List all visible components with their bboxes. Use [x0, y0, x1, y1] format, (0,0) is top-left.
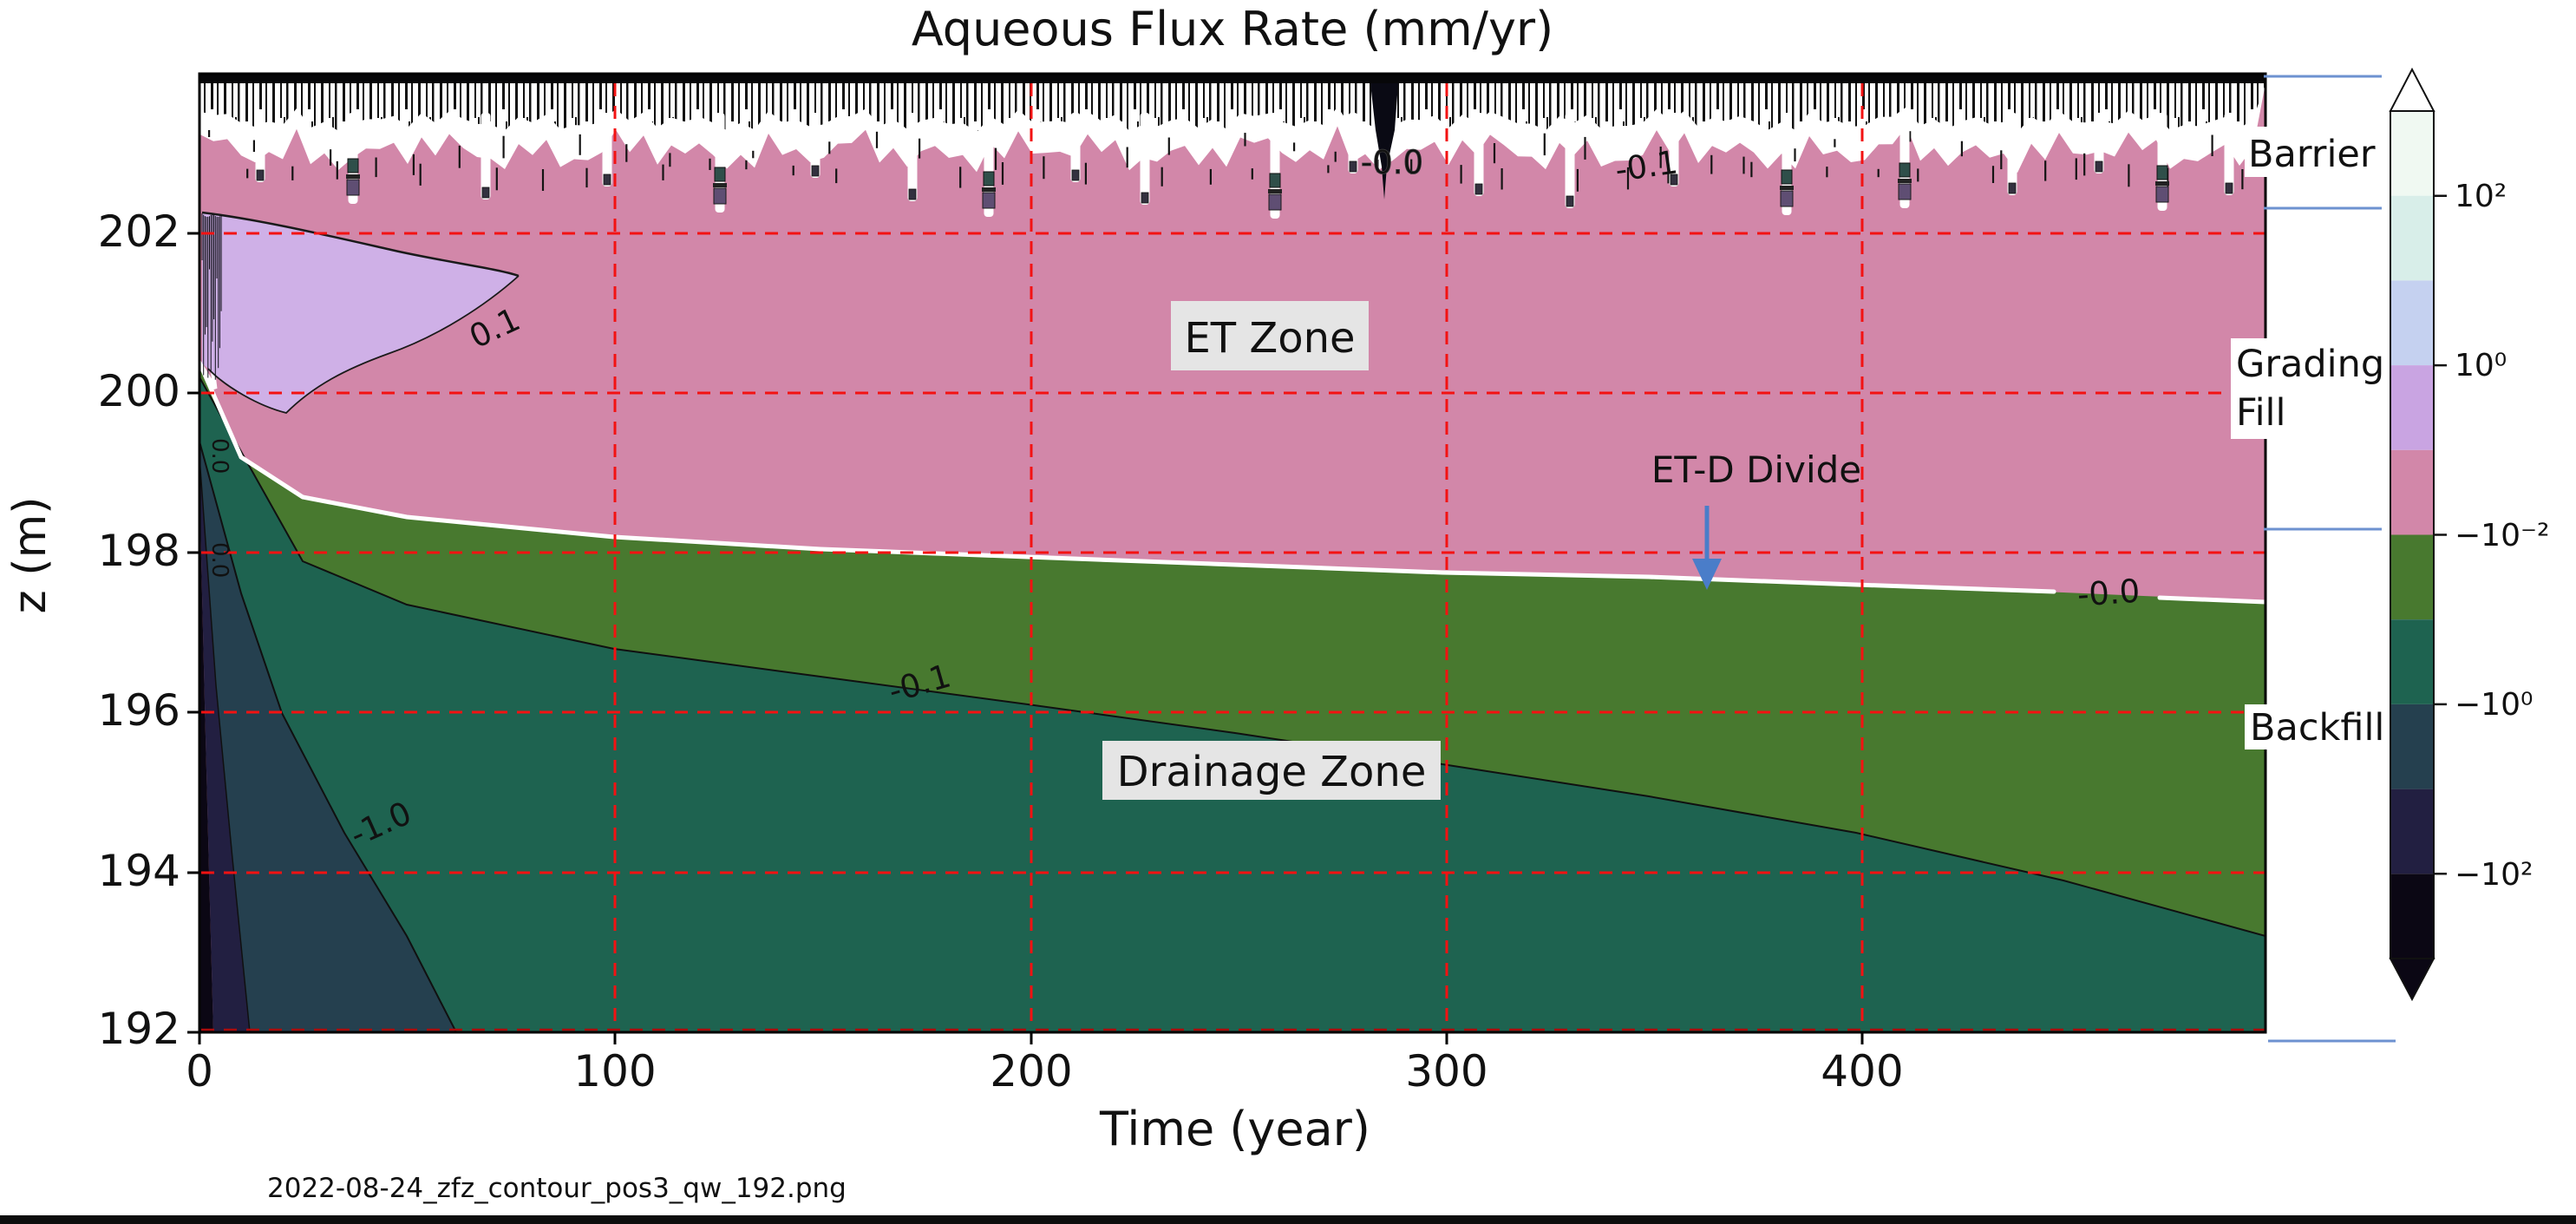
plot-title: Aqueous Flux Rate (mm/yr): [912, 2, 1553, 56]
drainage-zone-label-bbox: [1102, 741, 1441, 800]
x-tick-300: 300: [1405, 1046, 1487, 1096]
contour-label-top-neg01: -0.1: [1613, 143, 1680, 189]
barrier-label-bbox: [2245, 127, 2389, 177]
y-tick-labels: 202 200 198 196 194 192: [98, 206, 180, 1054]
region-drainage-olive: [199, 363, 2265, 936]
colorbar-extend-down-arrow-icon: [2389, 958, 2435, 1002]
x-tick-0: 0: [186, 1046, 213, 1096]
contour-label-top-neg00: -0.0: [1361, 144, 1423, 181]
grid-dashed-red: [201, 83, 2265, 1031]
colorbar-segment: [2390, 111, 2434, 196]
region-navy: [199, 457, 250, 1032]
colorbar-extend-up-arrow-icon: [2389, 67, 2435, 112]
y-tick-196: 196: [98, 685, 180, 736]
x-axis-label: Time (year): [1099, 1102, 1370, 1156]
colorbar-tick-n1e0: −10⁰: [2455, 687, 2533, 723]
colorbar-segments: [2390, 111, 2434, 959]
contour-line-neg100: [199, 456, 251, 1032]
contour-line-pos01-bottom: [207, 275, 520, 414]
barrier-top-black-row: [199, 74, 2265, 83]
contour-label-micro-a: 0.0: [206, 438, 232, 474]
colorbar-segment: [2390, 874, 2434, 959]
et-zone-label-bbox: [1171, 301, 1369, 370]
bottom-edge-bar: [0, 1215, 2576, 1224]
zone-annotations: ET Zone Drainage Zone ET-D Divide: [1102, 301, 1861, 800]
contour-line-pos01-top: [201, 211, 520, 278]
contour-label-micro-b: 0.0: [206, 542, 232, 578]
backfill-label-bbox: [2245, 704, 2396, 749]
contour-line-neg10: [199, 441, 457, 1032]
colorbar: 10² 10⁰ −10⁻² −10⁰ −10²: [2389, 67, 2549, 1002]
colorbar-tick-n1e2: −10²: [2455, 857, 2533, 893]
y-tick-198: 198: [98, 526, 180, 576]
layer-label-barrier: Barrier: [2248, 133, 2376, 176]
colorbar-segment: [2390, 280, 2434, 366]
y-axis-label: z (m): [4, 496, 56, 613]
colorbar-tick-1e2: 10²: [2455, 179, 2507, 214]
colorbar-segment: [2390, 195, 2434, 281]
colorbar-tick-1e0: 10⁰: [2455, 348, 2507, 383]
colorbar-tick-labels: 10² 10⁰ −10⁻² −10⁰ −10²: [2455, 179, 2549, 893]
barrier-stalactite: [1370, 83, 1398, 200]
region-01-lavender: [202, 213, 519, 413]
contour-fill-regions: [199, 74, 2265, 1032]
layer-boundary-ticks: [2264, 75, 2396, 1043]
etd-divide-arrow: [1692, 506, 1722, 590]
layer-label-backfill: Backfill: [2250, 706, 2384, 749]
layer-label-grading: Grading: [2236, 343, 2384, 386]
x-tick-200: 200: [990, 1046, 1072, 1096]
region-black: [199, 486, 213, 1032]
y-tick-200: 200: [98, 366, 180, 416]
y-tick-194: 194: [98, 846, 180, 896]
grid-lines: [201, 83, 2265, 1031]
colorbar-segment: [2390, 534, 2434, 620]
x-tick-100: 100: [573, 1046, 656, 1096]
colorbar-segment: [2390, 619, 2434, 704]
grading-fill-label-bbox: [2231, 338, 2394, 439]
region-drainage-teal: [199, 377, 2265, 1032]
x-tick-labels: 0 100 200 300 400: [186, 1046, 1904, 1096]
region-slate: [199, 442, 456, 1032]
arrow-head-icon: [1692, 559, 1722, 590]
y-tick-202: 202: [98, 206, 180, 257]
drainage-zone-label: Drainage Zone: [1117, 748, 1427, 796]
colorbar-tick-marks: [2434, 194, 2447, 875]
contour-line-neg01: [199, 376, 2265, 937]
colorbar-segment: [2390, 449, 2434, 535]
contour-label-neg00-divide: -0.0: [2076, 573, 2141, 614]
colorbar-segment: [2390, 365, 2434, 450]
etd-divide-label: ET-D Divide: [1651, 448, 1861, 491]
et-zone-label: ET Zone: [1184, 314, 1355, 363]
colorbar-segment: [2390, 789, 2434, 874]
barrier-noise-band: [199, 83, 2265, 380]
axis-tick-marks: [187, 232, 1864, 1044]
footer-filename: 2022-08-24_zfz_contour_pos3_qw_192.png: [267, 1173, 847, 1204]
x-tick-400: 400: [1821, 1046, 1903, 1096]
y-tick-192: 192: [98, 1004, 180, 1054]
colorbar-tick-n1e-2: −10⁻²: [2455, 518, 2549, 553]
layer-labels: Barrier Grading Fill Backfill: [2231, 127, 2396, 749]
layer-label-fill: Fill: [2236, 391, 2285, 435]
colorbar-segment: [2390, 704, 2434, 789]
